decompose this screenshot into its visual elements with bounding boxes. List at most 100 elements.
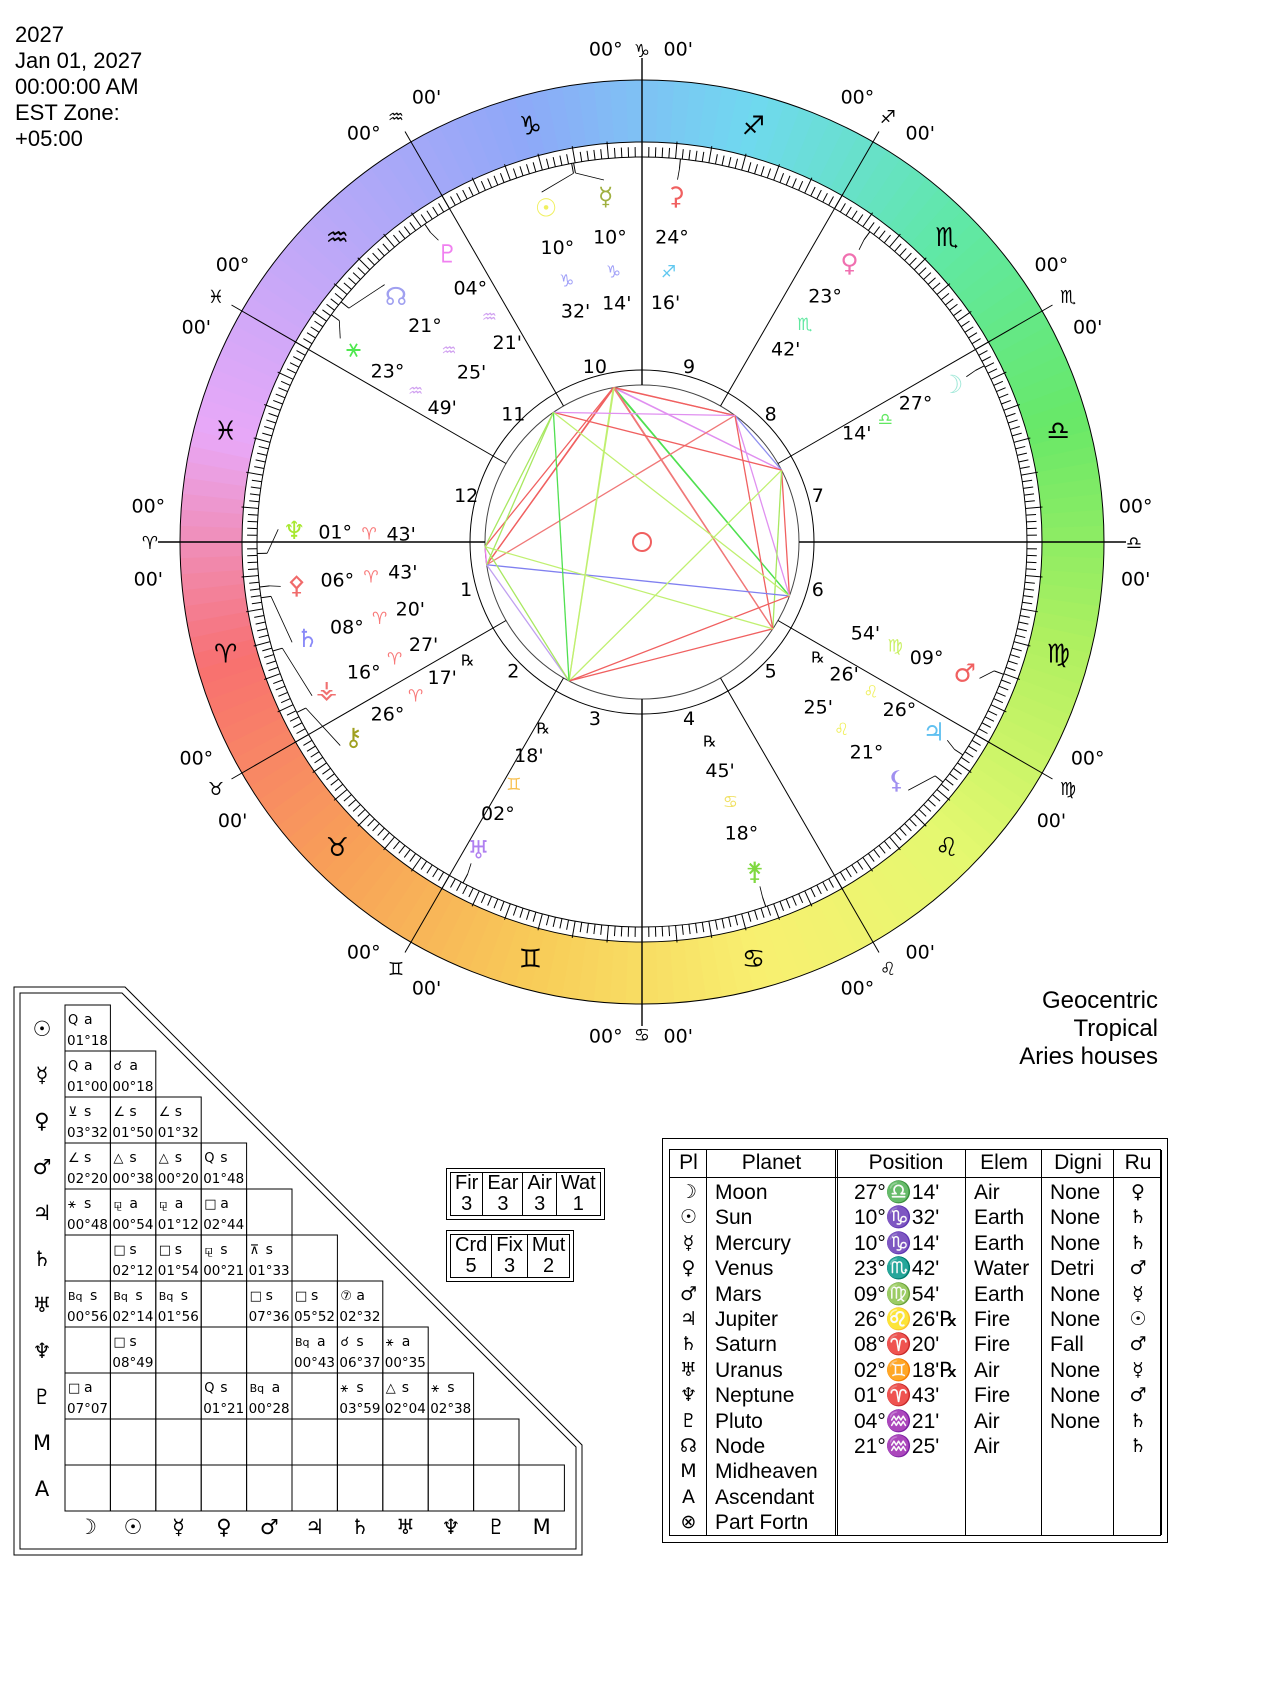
zodiac-band-segment [1030,623,1095,654]
degree-tick [264,673,281,680]
body-minute: 43' [388,561,417,583]
table-cell-ru: ☿ [1132,1358,1144,1381]
degree-tick [904,252,912,261]
grid-aspect-symbol: Bq [295,1336,310,1349]
degree-tick [480,180,486,191]
table-column-dig [1042,1150,1114,1535]
zodiac-band-segment [332,839,386,897]
table-cell-pos: 23°♏42' [854,1257,940,1281]
grid-cell [64,1418,111,1466]
degree-tick [1024,588,1035,591]
zodiac-band-segment [250,753,312,802]
degree-tick [904,823,912,832]
degree-tick [960,756,970,764]
elements-value: 1 [572,1193,584,1215]
degree-tick [728,917,732,927]
zodiac-band-segment [438,119,480,184]
aspect-line [484,546,570,682]
zodiac-band-segment [1041,524,1104,542]
modalities-box: Crd 5 Fix 3 Mut 2 [446,1230,575,1282]
sign-glyph-2: ♊ [519,944,542,974]
body-sign: ♑ [559,272,574,292]
degree-tick [760,908,765,918]
house-number: 5 [765,661,777,683]
grid-aspect-type: s [220,1380,227,1396]
grid-aspect-symbol: ⚼ [204,1243,213,1258]
cusp-sign-glyph: ♓ [208,287,224,308]
zodiac-band-segment [241,742,304,789]
grid-aspect-orb: 01°33 [249,1263,290,1279]
degree-tick [851,864,858,874]
body-leader-line [467,863,472,875]
grid-cell [291,1464,338,1512]
body-position-tick [571,163,574,174]
grid-cell [291,1234,338,1282]
grid-row-label: ♆ [33,1339,52,1363]
degree-tick [957,762,972,773]
degree-tick [266,419,276,424]
aspect-line [486,564,570,682]
degree-tick [987,368,998,374]
zodiac-band-segment [888,847,941,907]
modalities-cell: Mut 2 [526,1234,571,1278]
zodiac-band-segment [309,819,366,876]
grid-aspect-orb: 01°56 [158,1309,199,1325]
body-degree: 26° [883,699,917,721]
degree-tick [978,728,988,734]
body-leader-line [266,529,279,554]
degree-tick [357,809,366,817]
table-cell-ru: ♄ [1129,1206,1147,1229]
degree-tick [899,827,907,836]
zodiac-band-segment [829,887,875,950]
degree-tick [586,923,589,934]
degree-tick [432,206,439,216]
degree-tick [545,915,550,926]
degree-tick [372,823,380,832]
degree-tick [1011,432,1022,437]
zodiac-band-segment [840,141,887,203]
degree-tick [681,924,684,935]
body-position-tick [934,775,944,783]
table-cell-ru: ♄ [1129,1231,1147,1254]
degree-tick [766,168,772,179]
body-degree: 21° [850,741,884,763]
body-minute: 42' [771,339,800,361]
degree-tick [310,326,320,333]
center-marker [632,532,652,552]
body-sign: ♈ [408,687,423,707]
degree-tick [779,901,785,911]
grid-aspect-type: a [175,1196,184,1212]
zodiac-band-segment [276,245,336,297]
degree-tick [766,905,772,916]
body-sign: ♐ [661,262,676,282]
modalities-value: 5 [465,1255,477,1277]
degree-tick [856,860,864,870]
grid-aspect-symbol: ⊻ [68,1105,78,1120]
degree-tick [867,222,875,231]
grid-row-label: ☉ [33,1017,52,1041]
zodiac-band-segment [186,445,251,474]
grid-aspect-orb: 00°18 [112,1079,153,1095]
degree-tick [566,154,570,165]
body-position-tick [678,158,681,169]
cusp-minute: 00' [134,568,163,590]
zodiac-band-segment [180,555,244,576]
degree-tick [923,804,932,812]
degree-tick [277,704,294,713]
degree-tick [333,789,348,801]
table-cell-elem: Earth [974,1206,1025,1230]
zodiac-band-segment [409,134,455,197]
zodiac-band-segment [625,941,644,1004]
table-cell-dig: Detri [1050,1257,1095,1281]
grid-cell [109,1464,157,1512]
degree-tick [268,412,279,418]
degree-tick [357,257,371,271]
zodiac-band-segment [1033,610,1098,639]
table-cell-dig: None [1050,1181,1101,1204]
degree-tick [293,722,303,728]
degree-tick [249,493,260,496]
elements-value: 3 [534,1193,546,1215]
grid-row-label: ♂ [33,1155,52,1179]
zodiac-band-segment [919,818,976,875]
